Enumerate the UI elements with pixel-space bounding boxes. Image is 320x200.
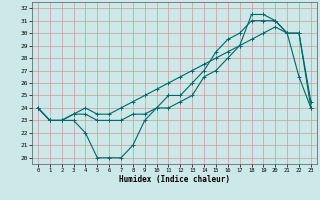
X-axis label: Humidex (Indice chaleur): Humidex (Indice chaleur) [119, 175, 230, 184]
